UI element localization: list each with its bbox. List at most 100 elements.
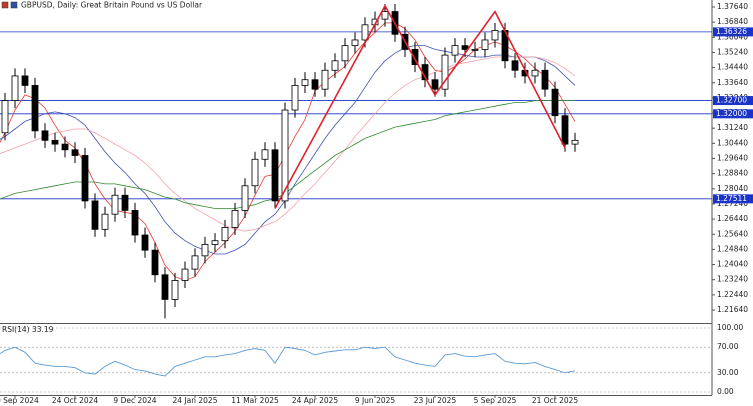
candle-body: [51, 139, 59, 145]
candle-body: [481, 39, 489, 50]
moving-average: [0, 56, 576, 232]
x-tick-label: 21 Oct 2025: [532, 396, 579, 405]
y-tick-label: 1.25640: [717, 229, 748, 238]
level-label: 1.27511: [716, 194, 747, 203]
rsi-tick-label: 100.00: [717, 323, 743, 332]
candle-body: [301, 79, 309, 86]
level-label-box: [713, 27, 753, 37]
x-tick-label: 9 Dec 2024: [113, 396, 156, 405]
y-tick-label: 1.33640: [717, 78, 748, 87]
candle-body: [331, 60, 339, 71]
candle-body: [81, 155, 89, 202]
rsi-tick-label: 0.00: [717, 387, 734, 396]
y-tick-label: 1.29640: [717, 154, 748, 163]
candle-body: [41, 130, 49, 141]
y-tick-label: 1.28040: [717, 184, 748, 193]
candle-body: [251, 158, 259, 187]
candle-body: [551, 88, 559, 117]
candle-body: [241, 185, 249, 211]
symbol-icon: [1, 1, 9, 9]
candle-body: [341, 45, 349, 62]
x-tick-label: 10 Sep 2024: [0, 396, 39, 405]
candle-body: [11, 75, 19, 101]
candle-body: [1, 100, 9, 134]
candle-body: [151, 249, 159, 276]
candle-body: [351, 39, 359, 47]
candle-body: [571, 139, 579, 145]
candle-body: [121, 194, 129, 211]
candle-body: [211, 240, 219, 245]
candle-body: [281, 109, 289, 202]
y-tick-label: 1.22440: [717, 290, 748, 299]
y-tick-label: 1.28840: [717, 169, 748, 178]
x-tick-label: 24 Oct 2024: [52, 396, 99, 405]
y-tick-label: 1.26440: [717, 214, 748, 223]
x-tick-label: 24 Apr 2025: [292, 396, 339, 405]
candle-body: [61, 143, 69, 151]
candle-body: [411, 49, 419, 65]
candle-body: [381, 11, 389, 20]
y-tick-label: 1.30440: [717, 138, 748, 147]
candle-body: [261, 149, 269, 160]
candle-body: [201, 244, 209, 257]
y-tick-label: 1.24840: [717, 244, 748, 253]
candle-body: [141, 234, 149, 251]
candle-body: [461, 45, 469, 50]
candle-body: [431, 79, 439, 90]
rsi-label: RSI(14) 33.19: [2, 325, 54, 334]
rsi-panel: [0, 327, 712, 393]
candle-body: [111, 194, 119, 215]
candle-body: [291, 85, 299, 111]
level-label: 1.32700: [716, 96, 747, 105]
candle-body: [161, 274, 169, 300]
y-tick-label: 1.34440: [717, 63, 748, 72]
candle-body: [491, 30, 499, 41]
y-tick-label: 1.31240: [717, 123, 748, 132]
candle-body: [451, 45, 459, 56]
x-tick-label: 23 Jul 2025: [414, 396, 457, 405]
x-tick-label: 24 Jan 2025: [173, 396, 218, 405]
x-tick-label: 9 Jun 2025: [355, 396, 396, 405]
y-tick-label: 1.27240: [717, 199, 748, 208]
candle-body: [321, 69, 329, 90]
candle-body: [171, 280, 179, 300]
chart-title: GBPUSD, Daily: Great Britain Pound vs US…: [21, 1, 203, 10]
candle-body: [191, 255, 199, 270]
candle-body: [71, 149, 79, 156]
candle-body: [271, 149, 279, 202]
level-label-box: [713, 109, 753, 119]
candle-body: [101, 213, 109, 230]
rsi-tick-label: 70.00: [717, 342, 739, 351]
y-tick-label: 1.23240: [717, 275, 748, 284]
price-panel: [0, 3, 712, 319]
y-tick-label: 1.21640: [717, 305, 748, 314]
candle-body: [221, 227, 229, 242]
level-label-box: [713, 96, 753, 106]
candle-body: [31, 85, 39, 132]
candle-body: [541, 69, 549, 90]
level-label-box: [713, 194, 753, 204]
level-label: 1.32000: [716, 109, 747, 118]
candle-body: [131, 209, 139, 236]
candle-body: [21, 75, 29, 86]
x-tick-label: 11 Mar 2025: [231, 396, 279, 405]
y-tick-label: 1.37640: [717, 2, 748, 11]
candle-body: [311, 79, 319, 90]
candle-body: [361, 24, 369, 41]
level-label: 1.36326: [716, 27, 747, 36]
symbol-icon: [10, 1, 18, 9]
candle-body: [471, 49, 479, 51]
y-tick-label: 1.35240: [717, 47, 748, 56]
candle-body: [561, 115, 569, 145]
pattern-line: [274, 4, 566, 209]
y-tick-label: 1.36840: [717, 17, 748, 26]
rsi-line: [0, 346, 576, 377]
candle-body: [531, 69, 539, 77]
candle-body: [441, 54, 449, 90]
candle-body: [91, 200, 99, 230]
rsi-tick-label: 30.00: [717, 368, 739, 377]
candle-body: [231, 209, 239, 228]
candle-body: [181, 268, 189, 281]
